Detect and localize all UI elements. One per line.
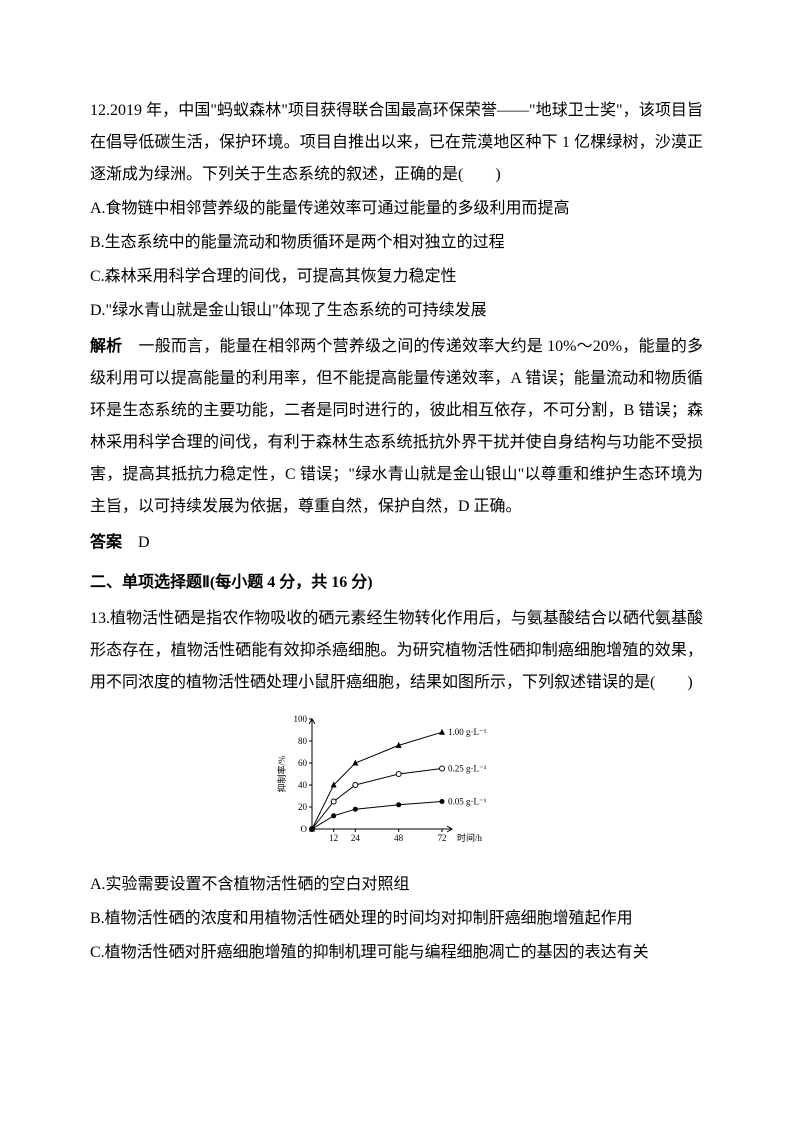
svg-text:20: 20: [298, 802, 308, 812]
q13-option-a: A.实验需要设置不含植物活性硒的空白对照组: [90, 869, 703, 901]
q12-explanation-block: 解析 一般而言，能量在相邻两个营养级之间的传递效率大约是 10%～20%，能量的…: [90, 331, 703, 523]
svg-text:40: 40: [298, 780, 308, 790]
inhibition-chart: 20 40 60 80 100 O 12 24 48 72 抑制率/% 时间/h 1.00 g·L⁻¹ 0…: [267, 709, 527, 859]
svg-text:100: 100: [293, 714, 307, 724]
q12-option-d: D."绿水青山就是金山银山"体现了生态系统的可持续发展: [90, 295, 703, 327]
q12-stem: 12.2019 年，中国"蚂蚁森林"项目获得联合国最高环保荣誉——"地球卫士奖"…: [90, 95, 703, 191]
svg-text:60: 60: [298, 758, 308, 768]
svg-text:24: 24: [350, 833, 360, 843]
svg-text:时间/h: 时间/h: [457, 832, 483, 843]
svg-text:0.05 g·L⁻¹: 0.05 g·L⁻¹: [448, 797, 487, 807]
chart-container: 20 40 60 80 100 O 12 24 48 72 抑制率/% 时间/h 1.00 g·L⁻¹ 0…: [90, 709, 703, 859]
q12-answer-line: 答案 D: [90, 527, 703, 559]
svg-text:80: 80: [298, 736, 308, 746]
q12-answer-label: 答案: [90, 534, 122, 551]
q12-explanation-text: 一般而言，能量在相邻两个营养级之间的传递效率大约是 10%～20%，能量的多级利…: [90, 338, 703, 515]
svg-text:48: 48: [394, 833, 404, 843]
svg-text:O: O: [300, 824, 307, 834]
q12-option-a: A.食物链中相邻营养级的能量传递效率可通过能量的多级利用而提高: [90, 193, 703, 225]
svg-text:12: 12: [329, 833, 338, 843]
q12-option-b: B.生态系统中的能量流动和物质循环是两个相对独立的过程: [90, 227, 703, 259]
q12-option-c: C.森林采用科学合理的间伐，可提高其恢复力稳定性: [90, 261, 703, 293]
q12-explanation-label: 解析: [90, 338, 122, 355]
svg-text:1.00 g·L⁻¹: 1.00 g·L⁻¹: [448, 727, 487, 737]
q12-answer: D: [138, 534, 150, 551]
q13-option-b: B.植物活性硒的浓度和用植物活性硒处理的时间均对抑制肝癌细胞增殖起作用: [90, 903, 703, 935]
section2-header: 二、单项选择题Ⅱ(每小题 4 分，共 16 分): [90, 567, 703, 599]
q13-option-c: C.植物活性硒对肝癌细胞增殖的抑制机理可能与编程细胞凋亡的基因的表达有关: [90, 937, 703, 969]
q13-stem: 13.植物活性硒是指农作物吸收的硒元素经生物转化作用后，与氨基酸结合以硒代氨基酸…: [90, 603, 703, 699]
svg-text:抑制率/%: 抑制率/%: [276, 755, 287, 793]
svg-text:72: 72: [437, 833, 446, 843]
svg-text:0.25 g·L⁻¹: 0.25 g·L⁻¹: [448, 764, 487, 774]
